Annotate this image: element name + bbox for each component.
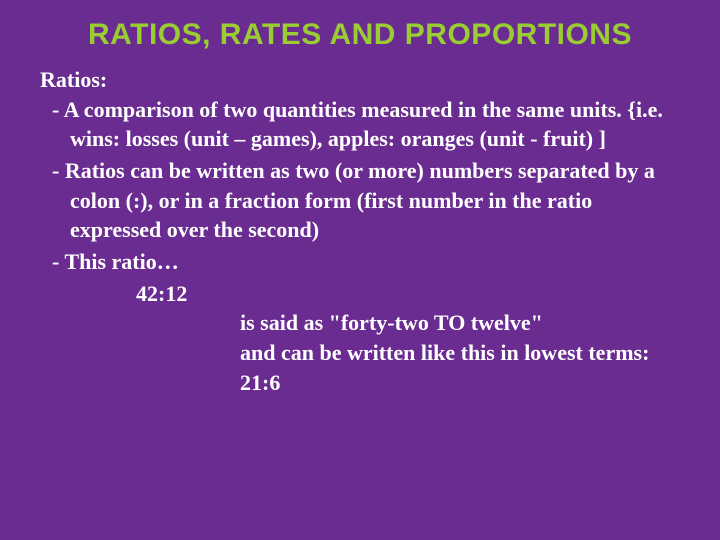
example-ratio: 42:12 [40,279,680,309]
slide-container: RATIOS, RATES AND PROPORTIONS Ratios: A … [0,0,720,540]
slide-title: RATIOS, RATES AND PROPORTIONS [40,18,680,53]
section-heading: Ratios: [40,67,680,93]
bullet-item: A comparison of two quantities measured … [40,95,680,154]
slide-body: Ratios: A comparison of two quantities m… [40,67,680,398]
example-spoken: is said as "forty-two TO twelve" [40,308,680,338]
bullet-item: Ratios can be written as two (or more) n… [40,156,680,245]
bullet-item: This ratio… [40,247,680,277]
bullet-list: A comparison of two quantities measured … [40,95,680,277]
example-lowest-terms: and can be written like this in lowest t… [40,338,680,397]
